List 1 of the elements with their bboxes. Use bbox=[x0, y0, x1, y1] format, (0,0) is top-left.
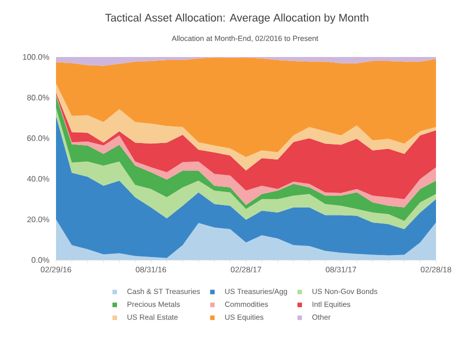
chart-title: Tactical Asset Allocation: Average Allocation by Month bbox=[105, 14, 368, 24]
